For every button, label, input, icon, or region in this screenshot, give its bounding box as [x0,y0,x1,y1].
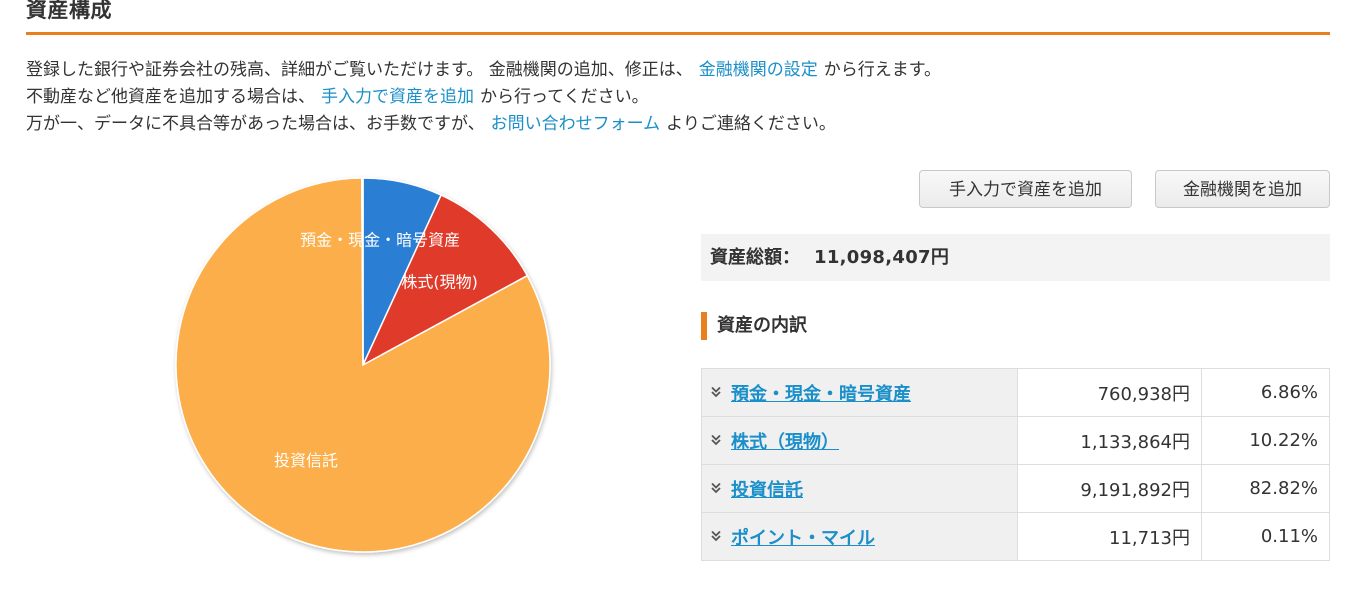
pie-slice-label: 株式(現物) [401,273,478,292]
breakdown-category-link[interactable]: 株式（現物） [731,431,839,453]
breakdown-category-link[interactable]: ポイント・マイル [731,527,875,549]
double-chevron-down-icon[interactable] [710,482,722,494]
intro-line-3-tail: よりご連絡ください。 [666,114,836,134]
intro-line-3: 万が一、データに不具合等があった場合は、お手数ですが、 お問い合わせフォーム よりご… [26,111,941,138]
intro-line-2-tail: から行ってください。 [480,87,649,107]
breakdown-row-percent: 6.86% [1201,368,1330,417]
breakdown-row-percent: 10.22% [1201,416,1330,465]
breakdown-row-amount: 9,191,892円 [1017,464,1202,513]
institution-settings-link[interactable]: 金融機関の設定 [698,60,818,80]
breakdown-category-link[interactable]: 投資信託 [731,479,803,501]
add-institution-button[interactable]: 金融機関を追加 [1155,170,1330,208]
breakdown-row: 投資信託 9,191,892円 82.82% [701,464,1330,513]
breakdown-row-name-cell: 投資信託 [701,464,1018,513]
intro-line-2: 不動産など他資産を追加する場合は、 手入力で資産を追加 から行ってください。 [26,84,941,111]
double-chevron-down-icon[interactable] [710,434,722,446]
double-chevron-down-icon[interactable] [710,530,722,542]
intro-line-1-text: 登録した銀行や証券会社の残高、詳細がご覧いただけます。 金融機関の追加、修正は、 [26,60,693,80]
pie-slice[interactable] [361,177,364,366]
pie-slice-label: 預金・現金・暗号資産 [300,230,460,249]
double-chevron-down-icon[interactable] [710,386,722,398]
breakdown-row-percent: 0.11% [1201,512,1330,561]
breakdown-row-percent: 82.82% [1201,464,1330,513]
intro-line-1-tail: から行えます。 [823,60,942,80]
breakdown-row-name-cell: 株式（現物） [701,416,1018,465]
breakdown-row-name-cell: 預金・現金・暗号資産 [701,368,1018,417]
total-assets-label: 資産総額： [710,247,800,268]
breakdown-row-amount: 1,133,864円 [1017,416,1202,465]
breakdown-heading: 資産の内訳 [701,312,807,340]
total-assets-box: 資産総額： 11,098,407円 [701,234,1330,281]
breakdown-row: 預金・現金・暗号資産 760,938円 6.86% [701,368,1330,417]
intro-text: 登録した銀行や証券会社の残高、詳細がご覧いただけます。 金融機関の追加、修正は、… [26,57,941,138]
intro-line-3-text: 万が一、データに不具合等があった場合は、お手数ですが、 [26,114,485,134]
breakdown-row: 株式（現物） 1,133,864円 10.22% [701,416,1330,465]
breakdown-row-name-cell: ポイント・マイル [701,512,1018,561]
breakdown-category-link[interactable]: 預金・現金・暗号資産 [731,383,911,405]
breakdown-row: ポイント・マイル 11,713円 0.11% [701,512,1330,561]
pie-slices [175,177,551,553]
contact-form-link[interactable]: お問い合わせフォーム [490,114,661,134]
intro-line-2-text: 不動産など他資産を追加する場合は、 [26,87,315,107]
total-assets-value: 11,098,407円 [814,247,950,268]
intro-line-1: 登録した銀行や証券会社の残高、詳細がご覧いただけます。 金融機関の追加、修正は、… [26,57,941,84]
title-divider [26,32,1330,35]
asset-pie-chart: 預金・現金・暗号資産株式(現物) 投資信託 [168,170,560,562]
breakdown-table: 預金・現金・暗号資産 760,938円 6.86% 株式（現物） 1,133,864円 1… [701,368,1330,561]
add-manual-asset-button[interactable]: 手入力で資産を追加 [919,170,1132,208]
pie-slice[interactable] [361,194,529,367]
breakdown-row-amount: 11,713円 [1017,512,1202,561]
breakdown-row-amount: 760,938円 [1017,368,1202,417]
pie-slice-label: 投資信託 [274,451,338,470]
page-title: 資産構成 [26,0,112,22]
manual-asset-link[interactable]: 手入力で資産を追加 [321,87,474,107]
